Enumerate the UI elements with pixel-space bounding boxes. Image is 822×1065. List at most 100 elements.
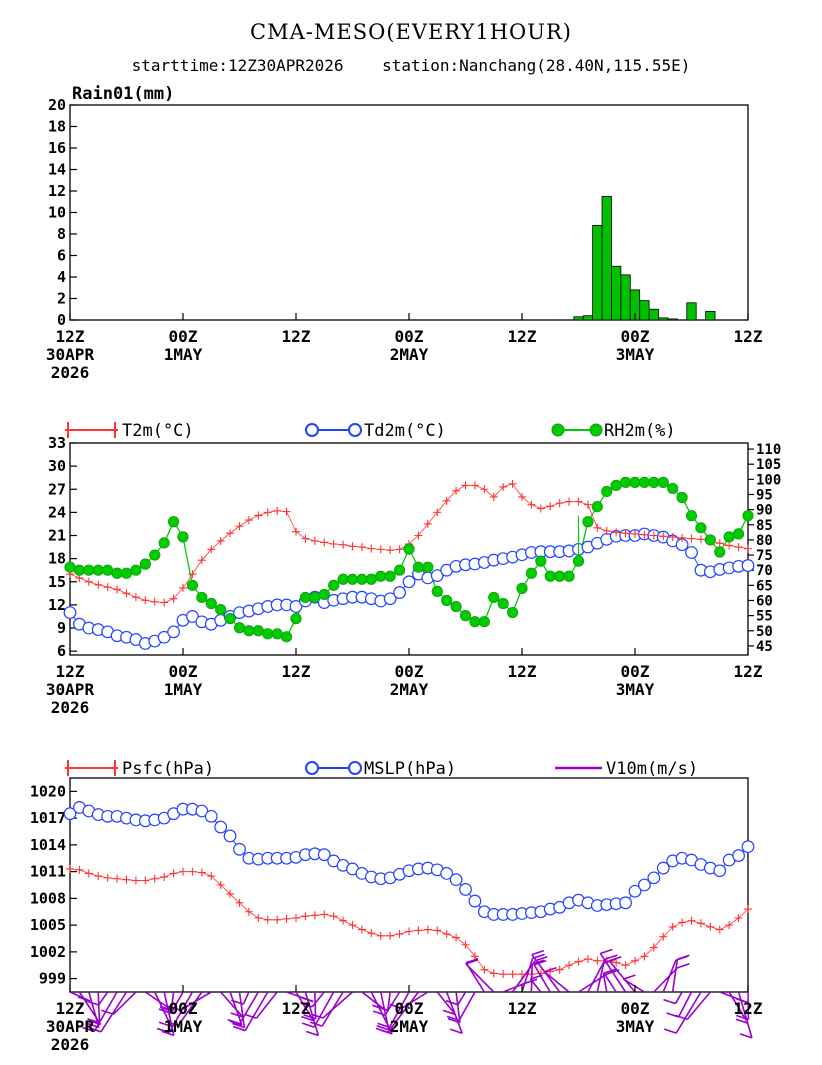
wind-barb-feather (161, 1030, 175, 1037)
wind-barb-feather (445, 999, 459, 1006)
wind-barb (168, 991, 194, 1033)
t2m-point (631, 529, 639, 538)
wind-barb (465, 963, 495, 993)
rh2m-point (563, 570, 575, 582)
wind-barb-feather (377, 1022, 390, 1029)
x-tick-label: 3MAY (616, 680, 655, 699)
t2m-point (678, 533, 687, 542)
rain-bar (592, 224, 603, 321)
y-right-tick-label: 60 (756, 593, 773, 609)
wind-barb (455, 991, 461, 1023)
rain-bar (620, 274, 631, 321)
mslp-point (449, 873, 463, 887)
rh2m-point (205, 597, 217, 610)
rh2m-point (582, 516, 594, 528)
t2m-point (555, 499, 564, 508)
rh2m-point (375, 570, 387, 582)
wind-barb (737, 991, 753, 1039)
rh2m-point (102, 564, 114, 576)
t2m-point (320, 538, 329, 547)
rh2m-point (393, 564, 406, 576)
rh2m-point (73, 564, 86, 576)
rh2m-point (243, 625, 255, 637)
wind-barb-feather (310, 1013, 324, 1019)
t2m-point (696, 535, 705, 544)
t2m-point (621, 529, 630, 538)
psfc-point (357, 925, 366, 934)
x-tick-label: 12Z (282, 999, 311, 1018)
rh2m-point (318, 588, 330, 601)
wind-barb-feather (389, 1003, 403, 1010)
td2m-point (402, 575, 416, 589)
y-tick-label: 999 (39, 970, 66, 988)
rh2m-point (506, 606, 519, 619)
psfc-point (94, 872, 103, 881)
psfc-point (320, 910, 329, 919)
t2m-point (461, 481, 470, 490)
t2m-point (179, 583, 187, 592)
psfc-point (207, 872, 216, 881)
wind-barb (255, 991, 278, 1019)
psfc-point (179, 867, 187, 876)
psfc-point (339, 916, 348, 925)
rain-bar (582, 315, 594, 321)
wind-barb-feather (375, 1005, 389, 1012)
t2m-point (452, 486, 461, 495)
wind-barb (603, 972, 617, 993)
rh2m-point (92, 564, 104, 576)
psfc-point (725, 921, 734, 930)
x-tick-label: 2026 (51, 363, 90, 382)
psfc-point (141, 876, 150, 885)
wind-barb (97, 991, 109, 1006)
t2m-point (197, 556, 206, 565)
wind-barb-feather (623, 974, 636, 980)
t2m-point (659, 532, 668, 541)
t2m-point (226, 529, 235, 538)
psfc-point (103, 873, 112, 882)
wind-barb-feather (160, 1006, 173, 1013)
wind-barb (100, 991, 128, 1033)
wind-barb-feather (677, 954, 690, 961)
legend-td2m-marker (305, 423, 319, 437)
wind-barb (179, 991, 212, 1011)
y-right-tick-label: 110 (756, 442, 781, 458)
wind-barb-feather (449, 1028, 463, 1035)
wind-barb (177, 991, 203, 1026)
t2m-point (744, 544, 752, 553)
wind-barb (97, 991, 101, 1023)
legend-td2m-label: Td2m(°C) (364, 421, 446, 441)
psfc-point (150, 874, 159, 883)
wind-barb-feather (531, 949, 545, 956)
y-tick-label: 1005 (30, 916, 66, 934)
t2m-point (348, 542, 357, 551)
rh2m-point (120, 567, 133, 579)
psfc-point (574, 957, 583, 966)
rh2m-point (280, 631, 293, 643)
rh2m-point (554, 570, 566, 582)
wind-barb (662, 959, 677, 993)
t2m-point (169, 594, 178, 603)
wind-barb-feather (663, 1028, 677, 1034)
rh2m-point (723, 531, 735, 543)
t2m-point (546, 502, 555, 511)
psfc-point (715, 925, 724, 934)
x-tick-label: 12Z (734, 999, 763, 1018)
psfc-point (169, 869, 178, 878)
x-tick-label: 12Z (508, 662, 537, 681)
x-tick-label: 12Z (508, 327, 537, 346)
psfc-point (452, 933, 461, 942)
mslp-point (713, 864, 727, 878)
x-tick-label: 00Z (395, 999, 424, 1018)
t2m-point (301, 534, 310, 543)
wind-barb-feather (306, 1030, 319, 1037)
wind-barb-feather (301, 1015, 314, 1022)
wind-barb-feather (232, 1022, 245, 1029)
mslp-line (69, 806, 749, 915)
y-tick-label: 21 (48, 527, 66, 545)
mslp-point (628, 884, 642, 898)
wind-barb (674, 991, 683, 1004)
x-tick-label: 00Z (169, 662, 198, 681)
psfc-point (197, 868, 206, 877)
rh2m-point (657, 476, 669, 488)
